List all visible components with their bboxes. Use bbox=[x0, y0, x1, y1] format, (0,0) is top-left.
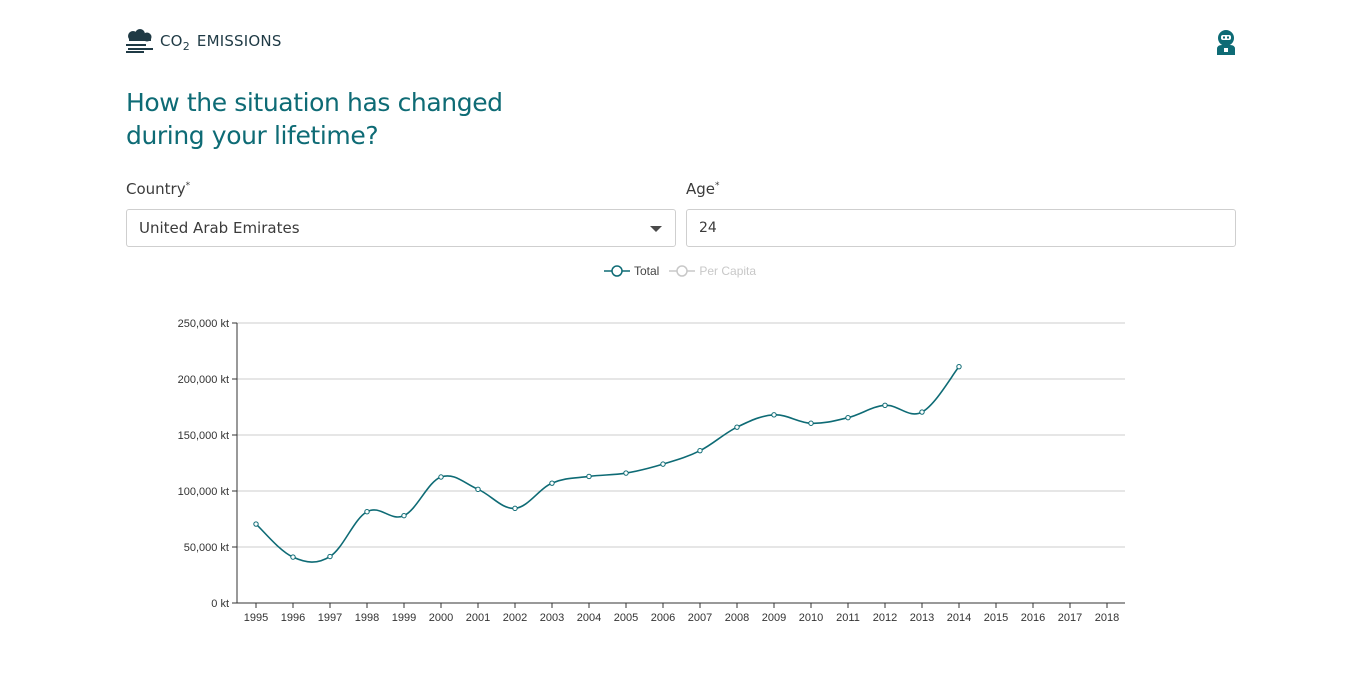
y-tick-label: 50,000 kt bbox=[184, 542, 229, 554]
cloud-emissions-icon bbox=[126, 29, 153, 53]
x-tick-label: 2009 bbox=[762, 612, 786, 624]
country-required-mark: * bbox=[185, 181, 191, 191]
country-select-value: United Arab Emirates bbox=[139, 219, 300, 237]
data-point bbox=[623, 470, 629, 476]
x-tick-label: 1997 bbox=[318, 612, 342, 624]
page-title: How the situation has changed during you… bbox=[126, 86, 503, 152]
data-point bbox=[438, 474, 444, 480]
age-input[interactable] bbox=[686, 209, 1236, 247]
data-point bbox=[327, 553, 333, 560]
user-avatar-icon[interactable] bbox=[1214, 29, 1238, 55]
series-line-total bbox=[255, 366, 960, 563]
app-logo-text: CO 2 EMISSIONS bbox=[160, 32, 282, 53]
data-point bbox=[734, 424, 740, 430]
data-point bbox=[882, 402, 888, 409]
x-tick-label: 2017 bbox=[1058, 612, 1082, 624]
page-title-line-1: How the situation has changed bbox=[126, 88, 503, 117]
x-tick-label: 1999 bbox=[392, 612, 416, 624]
x-tick-label: 2003 bbox=[540, 612, 564, 624]
data-point bbox=[290, 554, 296, 560]
age-label-text: Age bbox=[686, 180, 716, 198]
x-tick-label: 2018 bbox=[1095, 612, 1119, 624]
y-tick-label: 250,000 kt bbox=[178, 318, 229, 330]
country-label: Country* bbox=[126, 180, 190, 198]
y-tick-label: 150,000 kt bbox=[178, 430, 229, 442]
app-header: CO 2 EMISSIONS bbox=[126, 28, 282, 54]
chart-legend: Total Per Capita bbox=[604, 264, 766, 278]
data-point bbox=[586, 473, 592, 480]
data-point bbox=[956, 363, 962, 370]
legend-total-label: Total bbox=[634, 264, 660, 278]
data-point bbox=[401, 512, 407, 519]
legend-per-capita-label: Per Capita bbox=[699, 264, 757, 278]
data-point bbox=[364, 509, 370, 515]
x-tick-label: 2001 bbox=[466, 612, 490, 624]
data-point bbox=[697, 447, 703, 454]
data-point bbox=[475, 486, 481, 493]
country-label-text: Country bbox=[126, 180, 186, 198]
data-point bbox=[845, 414, 851, 421]
x-tick-label: 2008 bbox=[725, 612, 749, 624]
data-point bbox=[919, 409, 925, 415]
x-tick-label: 2004 bbox=[577, 612, 601, 624]
x-tick-label: 2002 bbox=[503, 612, 527, 624]
x-tick-label: 2006 bbox=[651, 612, 675, 624]
age-label: Age* bbox=[686, 180, 720, 198]
logo-emissions: EMISSIONS bbox=[196, 32, 282, 50]
x-tick-label: 1998 bbox=[355, 612, 379, 624]
x-tick-label: 1996 bbox=[281, 612, 305, 624]
y-tick-label: 0 kt bbox=[211, 598, 229, 610]
y-tick-label: 100,000 kt bbox=[178, 486, 229, 498]
logo-co: CO bbox=[160, 32, 183, 50]
x-tick-label: 2014 bbox=[947, 612, 971, 624]
y-tick-label: 200,000 kt bbox=[178, 374, 229, 386]
x-tick-label: 2007 bbox=[688, 612, 712, 624]
data-point bbox=[253, 521, 259, 527]
data-point bbox=[771, 412, 777, 418]
country-select[interactable]: United Arab Emirates bbox=[126, 209, 676, 247]
data-point bbox=[808, 420, 814, 426]
x-tick-label: 2000 bbox=[429, 612, 453, 624]
x-tick-label: 2011 bbox=[836, 612, 860, 624]
x-tick-label: 2005 bbox=[614, 612, 638, 624]
x-tick-label: 2013 bbox=[910, 612, 934, 624]
x-tick-label: 2010 bbox=[799, 612, 823, 624]
data-point bbox=[549, 480, 555, 486]
data-point bbox=[512, 505, 518, 512]
legend-total-swatch bbox=[604, 265, 630, 277]
legend-item-total[interactable]: Total bbox=[604, 264, 659, 278]
logo-subscript: 2 bbox=[182, 40, 190, 53]
legend-item-per-capita[interactable]: Per Capita bbox=[669, 264, 756, 278]
x-tick-label: 2012 bbox=[873, 612, 897, 624]
page-title-line-2: during your lifetime? bbox=[126, 121, 379, 150]
x-tick-label: 2015 bbox=[984, 612, 1008, 624]
chevron-down-icon[interactable] bbox=[650, 226, 662, 232]
x-tick-label: 1995 bbox=[244, 612, 268, 624]
x-tick-label: 2016 bbox=[1021, 612, 1045, 624]
data-point bbox=[660, 461, 666, 467]
age-required-mark: * bbox=[715, 181, 720, 191]
legend-per-capita-swatch bbox=[669, 265, 696, 277]
